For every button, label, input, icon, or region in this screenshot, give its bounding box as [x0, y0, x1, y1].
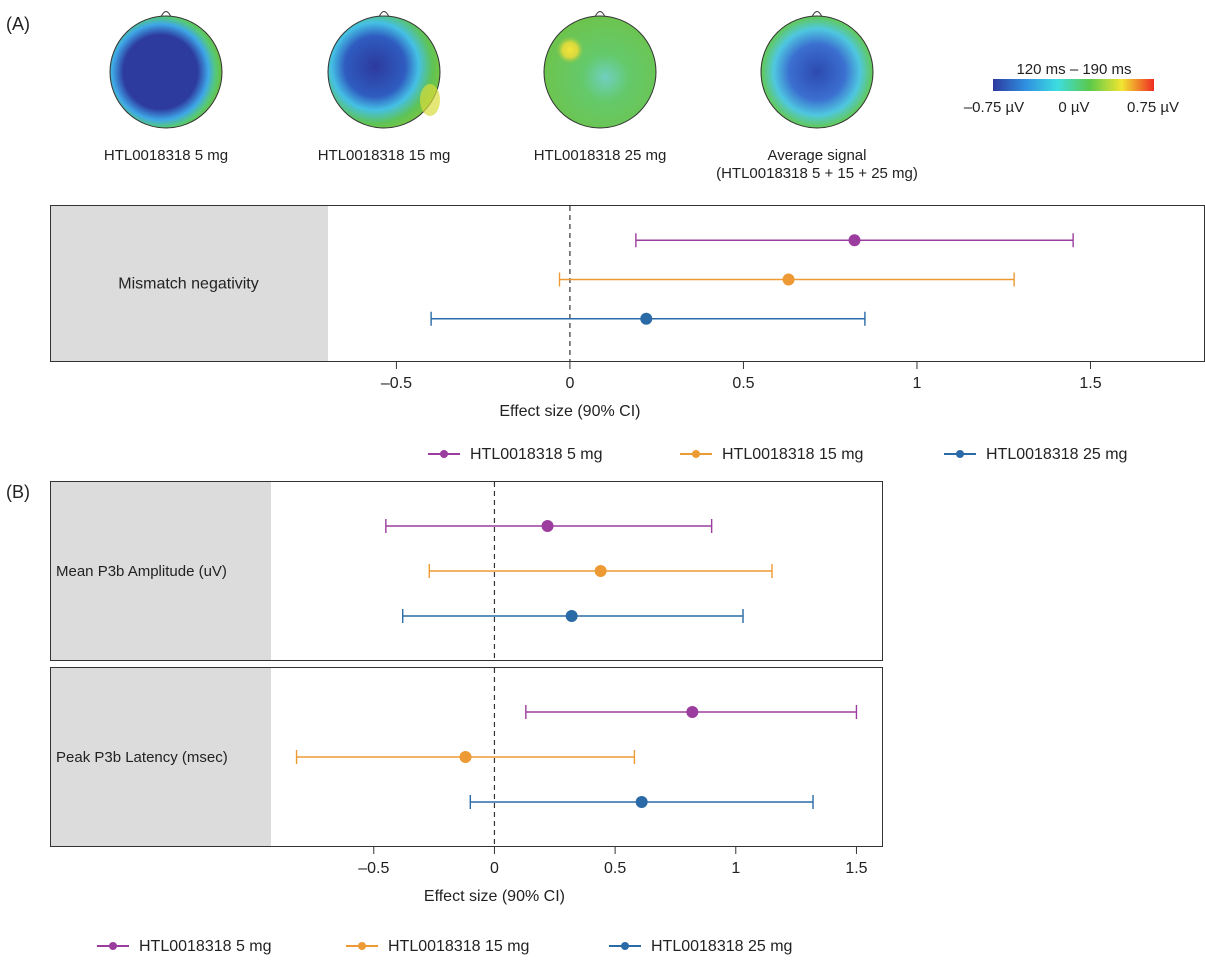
- topomap-label: Average signal: [768, 147, 867, 164]
- legend-label: HTL0018318 25 mg: [986, 446, 1127, 463]
- row-label-bg: [51, 668, 271, 846]
- legend-marker: [956, 450, 964, 458]
- point-estimate: [635, 796, 648, 808]
- row-label: Peak P3b Latency (msec): [56, 749, 228, 766]
- colorbar-max-label: 0.75 µV: [1127, 99, 1179, 116]
- nose-icon: [378, 11, 390, 18]
- legend-label: HTL0018318 15 mg: [388, 938, 529, 955]
- legend-marker: [621, 942, 629, 950]
- panel-b-label: (B): [6, 482, 30, 502]
- point-estimate: [541, 520, 554, 532]
- x-tick-label: 1: [913, 375, 922, 392]
- legend-label: HTL0018318 25 mg: [651, 938, 792, 955]
- legend-label: HTL0018318 5 mg: [470, 446, 603, 463]
- topomap-average: Average signal (HTL0018318 5 + 15 + 25 m…: [716, 11, 918, 182]
- x-tick-label: 1: [731, 860, 740, 877]
- nose-icon: [811, 11, 823, 18]
- forest-chart-0: Mismatch negativity –0.5 0 0.5 1 1.5 Effect si…: [50, 205, 1205, 463]
- legend-marker: [692, 450, 700, 458]
- point-estimate: [848, 234, 861, 247]
- x-tick-label: –0.5: [381, 375, 412, 392]
- forest-chart-1: Mean P3b Amplitude (uV) Peak P3b Latency …: [50, 481, 883, 955]
- colorbar: 120 ms – 190 ms –0.75 µV 0 µV 0.75 µV: [964, 61, 1179, 116]
- panel-a-label: (A): [6, 14, 30, 34]
- topomap-25mg: HTL0018318 25 mg: [534, 11, 667, 164]
- x-tick-label: 0.5: [732, 375, 754, 392]
- nose-icon: [160, 11, 172, 18]
- colorbar-title: 120 ms – 190 ms: [1016, 61, 1131, 78]
- topomap-5mg: HTL0018318 5 mg: [104, 11, 228, 164]
- topomap-label: HTL0018318 15 mg: [318, 147, 451, 164]
- row-label: Mismatch negativity: [118, 276, 259, 293]
- x-tick-label: 1.5: [1079, 375, 1101, 392]
- topomap-label: HTL0018318 5 mg: [104, 147, 228, 164]
- topomap-label-2: (HTL0018318 5 + 15 + 25 mg): [716, 165, 918, 182]
- colorbar-min-label: –0.75 µV: [964, 99, 1024, 116]
- x-tick-label: 0: [490, 860, 499, 877]
- point-estimate: [640, 312, 653, 325]
- legend-label: HTL0018318 5 mg: [139, 938, 272, 955]
- legend-label: HTL0018318 15 mg: [722, 446, 863, 463]
- point-estimate: [565, 610, 578, 622]
- x-axis-label: Effect size (90% CI): [424, 888, 565, 905]
- x-tick-label: 0: [565, 375, 574, 392]
- x-tick-label: –0.5: [358, 860, 389, 877]
- forest-charts: Mismatch negativity –0.5 0 0.5 1 1.5 Effect si…: [50, 205, 1205, 955]
- row-label-bg: [51, 482, 271, 660]
- point-estimate: [686, 706, 699, 718]
- x-axis-label: Effect size (90% CI): [499, 403, 640, 420]
- colorbar-scale: [993, 79, 1154, 91]
- row-label-bg: [51, 206, 328, 361]
- point-estimate: [594, 565, 607, 577]
- legend-marker: [109, 942, 117, 950]
- nose-icon: [594, 11, 606, 18]
- legend-marker: [440, 450, 448, 458]
- legend-marker: [358, 942, 366, 950]
- point-estimate: [459, 751, 472, 763]
- colorbar-mid-label: 0 µV: [1058, 99, 1089, 116]
- point-estimate: [782, 273, 795, 286]
- row-label: Mean P3b Amplitude (uV): [56, 563, 227, 580]
- topomap-label: HTL0018318 25 mg: [534, 147, 667, 164]
- x-tick-label: 0.5: [604, 860, 626, 877]
- x-tick-label: 1.5: [845, 860, 867, 877]
- topomap-15mg: HTL0018318 15 mg: [318, 11, 451, 164]
